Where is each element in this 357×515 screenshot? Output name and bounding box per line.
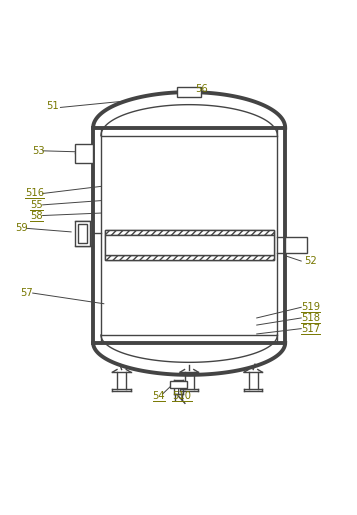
Text: 58: 58 <box>30 211 42 220</box>
Bar <box>170 381 187 388</box>
Text: 510: 510 <box>172 391 192 401</box>
Bar <box>105 255 274 260</box>
Bar <box>105 231 274 235</box>
Text: 59: 59 <box>15 224 28 233</box>
Bar <box>77 224 87 243</box>
Text: 51: 51 <box>46 101 59 111</box>
Text: 53: 53 <box>32 146 44 156</box>
Text: 518: 518 <box>301 313 320 323</box>
Text: 55: 55 <box>30 200 42 210</box>
Text: 517: 517 <box>301 323 320 334</box>
Text: 54: 54 <box>153 391 165 401</box>
Text: 516: 516 <box>25 188 44 198</box>
Text: 519: 519 <box>301 302 320 312</box>
Bar <box>177 87 201 97</box>
Bar <box>75 220 90 246</box>
Bar <box>105 231 274 260</box>
Bar <box>105 235 274 255</box>
Bar <box>285 237 307 253</box>
Bar <box>75 144 93 163</box>
Text: 57: 57 <box>20 288 33 298</box>
Text: 56: 56 <box>195 83 208 94</box>
Text: 52: 52 <box>304 256 316 266</box>
